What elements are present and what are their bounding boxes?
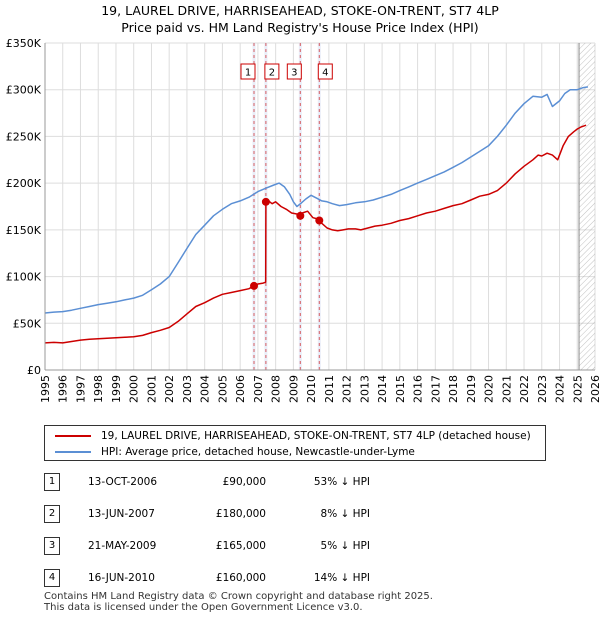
x-tick-label: 1998 [92,375,105,403]
sale-label-box [286,63,302,80]
y-tick-label: £350K [6,37,42,50]
table-row: 3 21-MAY-2009 £165,000 5% ↓ HPI [44,536,384,556]
table-row: 2 13-JUN-2007 £180,000 8% ↓ HPI [44,504,384,524]
sale-label-number: 4 [322,68,328,79]
chart-title-block: 19, LAUREL DRIVE, HARRISEAHEAD, STOKE-ON… [0,2,600,36]
sale-label-box [317,63,333,80]
chart-title: 19, LAUREL DRIVE, HARRISEAHEAD, STOKE-ON… [101,3,499,18]
x-tick-label: 2009 [287,375,300,403]
sale-price: £90,000 [222,476,266,488]
sale-point [296,211,305,220]
legend-label-hpi: HPI: Average price, detached house, Newc… [101,446,415,458]
sale-hpi-diff: 14% ↓ HPI [313,572,370,584]
x-tick-label: 2017 [429,375,442,403]
sale-points [250,197,324,290]
y-tick-label: £250K [6,130,42,143]
sale-price: £160,000 [215,572,266,584]
x-tick-label: 2013 [358,375,371,403]
sale-hpi-diff: 53% ↓ HPI [313,476,370,488]
sale-point [261,197,270,206]
x-tick-label: 2008 [270,375,283,403]
price-chart: 1 2 3 4 £0 £50K £100K £150K £200K £250K £300K £350… [6,37,600,403]
x-tick-label: 2002 [163,375,176,403]
legend-label-property: 19, LAUREL DRIVE, HARRISEAHEAD, STOKE-ON… [101,430,531,442]
x-tick-label: 1997 [74,375,87,403]
x-tick-label: 2014 [376,375,389,403]
footer-copyright: Contains HM Land Registry data © Crown c… [44,591,433,602]
sale-label-number: 3 [291,68,297,79]
axes: £0 £50K £100K £150K £200K £250K £300K £350K 1995… [6,37,600,403]
sale-label-number: 1 [245,68,251,79]
hpi-line [44,86,589,314]
sale-hpi-diff: 8% ↓ HPI [320,508,370,520]
y-tick-label: £300K [6,84,42,97]
x-tick-label: 2000 [128,375,141,403]
x-tick-label: 2024 [554,375,567,403]
x-tick-label: 2025 [571,375,584,403]
y-tick-label: £200K [6,177,42,190]
sale-point [315,216,324,225]
x-tick-label: 2022 [518,375,531,403]
x-tick-label: 2020 [483,375,496,403]
sale-label-box [240,63,256,80]
x-tick-label: 1996 [57,375,70,403]
y-tick-label: £0 [27,364,41,377]
x-tick-label: 2023 [536,375,549,403]
sale-badge: 1 [44,473,60,491]
sale-label-number: 2 [269,68,275,79]
x-tick-label: 2010 [305,375,318,403]
sale-label-box [264,63,280,80]
sale-date: 16-JUN-2010 [88,572,155,584]
x-tick-label: 2011 [323,375,336,403]
sale-badge: 4 [44,569,60,587]
series-lines [44,86,589,344]
footer: Contains HM Land Registry data © Crown c… [44,591,433,613]
y-tick-label: £150K [6,224,42,237]
x-tick-label: 2007 [252,375,265,403]
sale-date: 21-MAY-2009 [88,540,157,552]
table-row: 4 16-JUN-2010 £160,000 14% ↓ HPI [44,568,384,588]
x-tick-label: 2019 [465,375,478,403]
sale-price: £165,000 [215,540,266,552]
table-row: 1 13-OCT-2006 £90,000 53% ↓ HPI [44,472,384,492]
legend-swatch-hpi [55,451,91,453]
x-tick-label: 2004 [199,375,212,403]
forecast-hatch [579,43,595,370]
y-tick-label: £50K [13,317,42,330]
x-tick-label: 1999 [110,375,123,403]
forecast-region [578,43,595,370]
sale-price: £180,000 [215,508,266,520]
sale-hpi-diff: 5% ↓ HPI [320,540,370,552]
property-price-line [44,124,587,344]
x-tick-label: 2006 [234,375,247,403]
x-tick-label: 2015 [394,375,407,403]
x-tick-label: 1995 [39,375,52,403]
sale-badge: 3 [44,537,60,555]
legend-item-hpi: HPI: Average price, detached house, Newc… [55,444,415,460]
x-tick-label: 2001 [145,375,158,403]
y-tick-label: £100K [6,271,42,284]
sale-badge: 2 [44,505,60,523]
footer-license: This data is licensed under the Open Gov… [44,602,363,613]
legend-item-property: 19, LAUREL DRIVE, HARRISEAHEAD, STOKE-ON… [55,428,531,444]
x-tick-label: 2018 [447,375,460,403]
sale-labels: 1 2 3 4 [240,63,333,80]
x-tick-label: 2026 [589,375,600,403]
x-tick-label: 2012 [341,375,354,403]
chart-subtitle: Price paid vs. HM Land Registry's House … [121,20,479,35]
legend: 19, LAUREL DRIVE, HARRISEAHEAD, STOKE-ON… [44,425,546,461]
sale-date: 13-JUN-2007 [88,508,155,520]
x-tick-label: 2005 [216,375,229,403]
x-tick-label: 2016 [412,375,425,403]
x-tick-label: 2003 [181,375,194,403]
legend-swatch-property [55,435,91,437]
sale-date: 13-OCT-2006 [88,476,157,488]
x-tick-label: 2021 [500,375,513,403]
sale-point [250,281,258,290]
